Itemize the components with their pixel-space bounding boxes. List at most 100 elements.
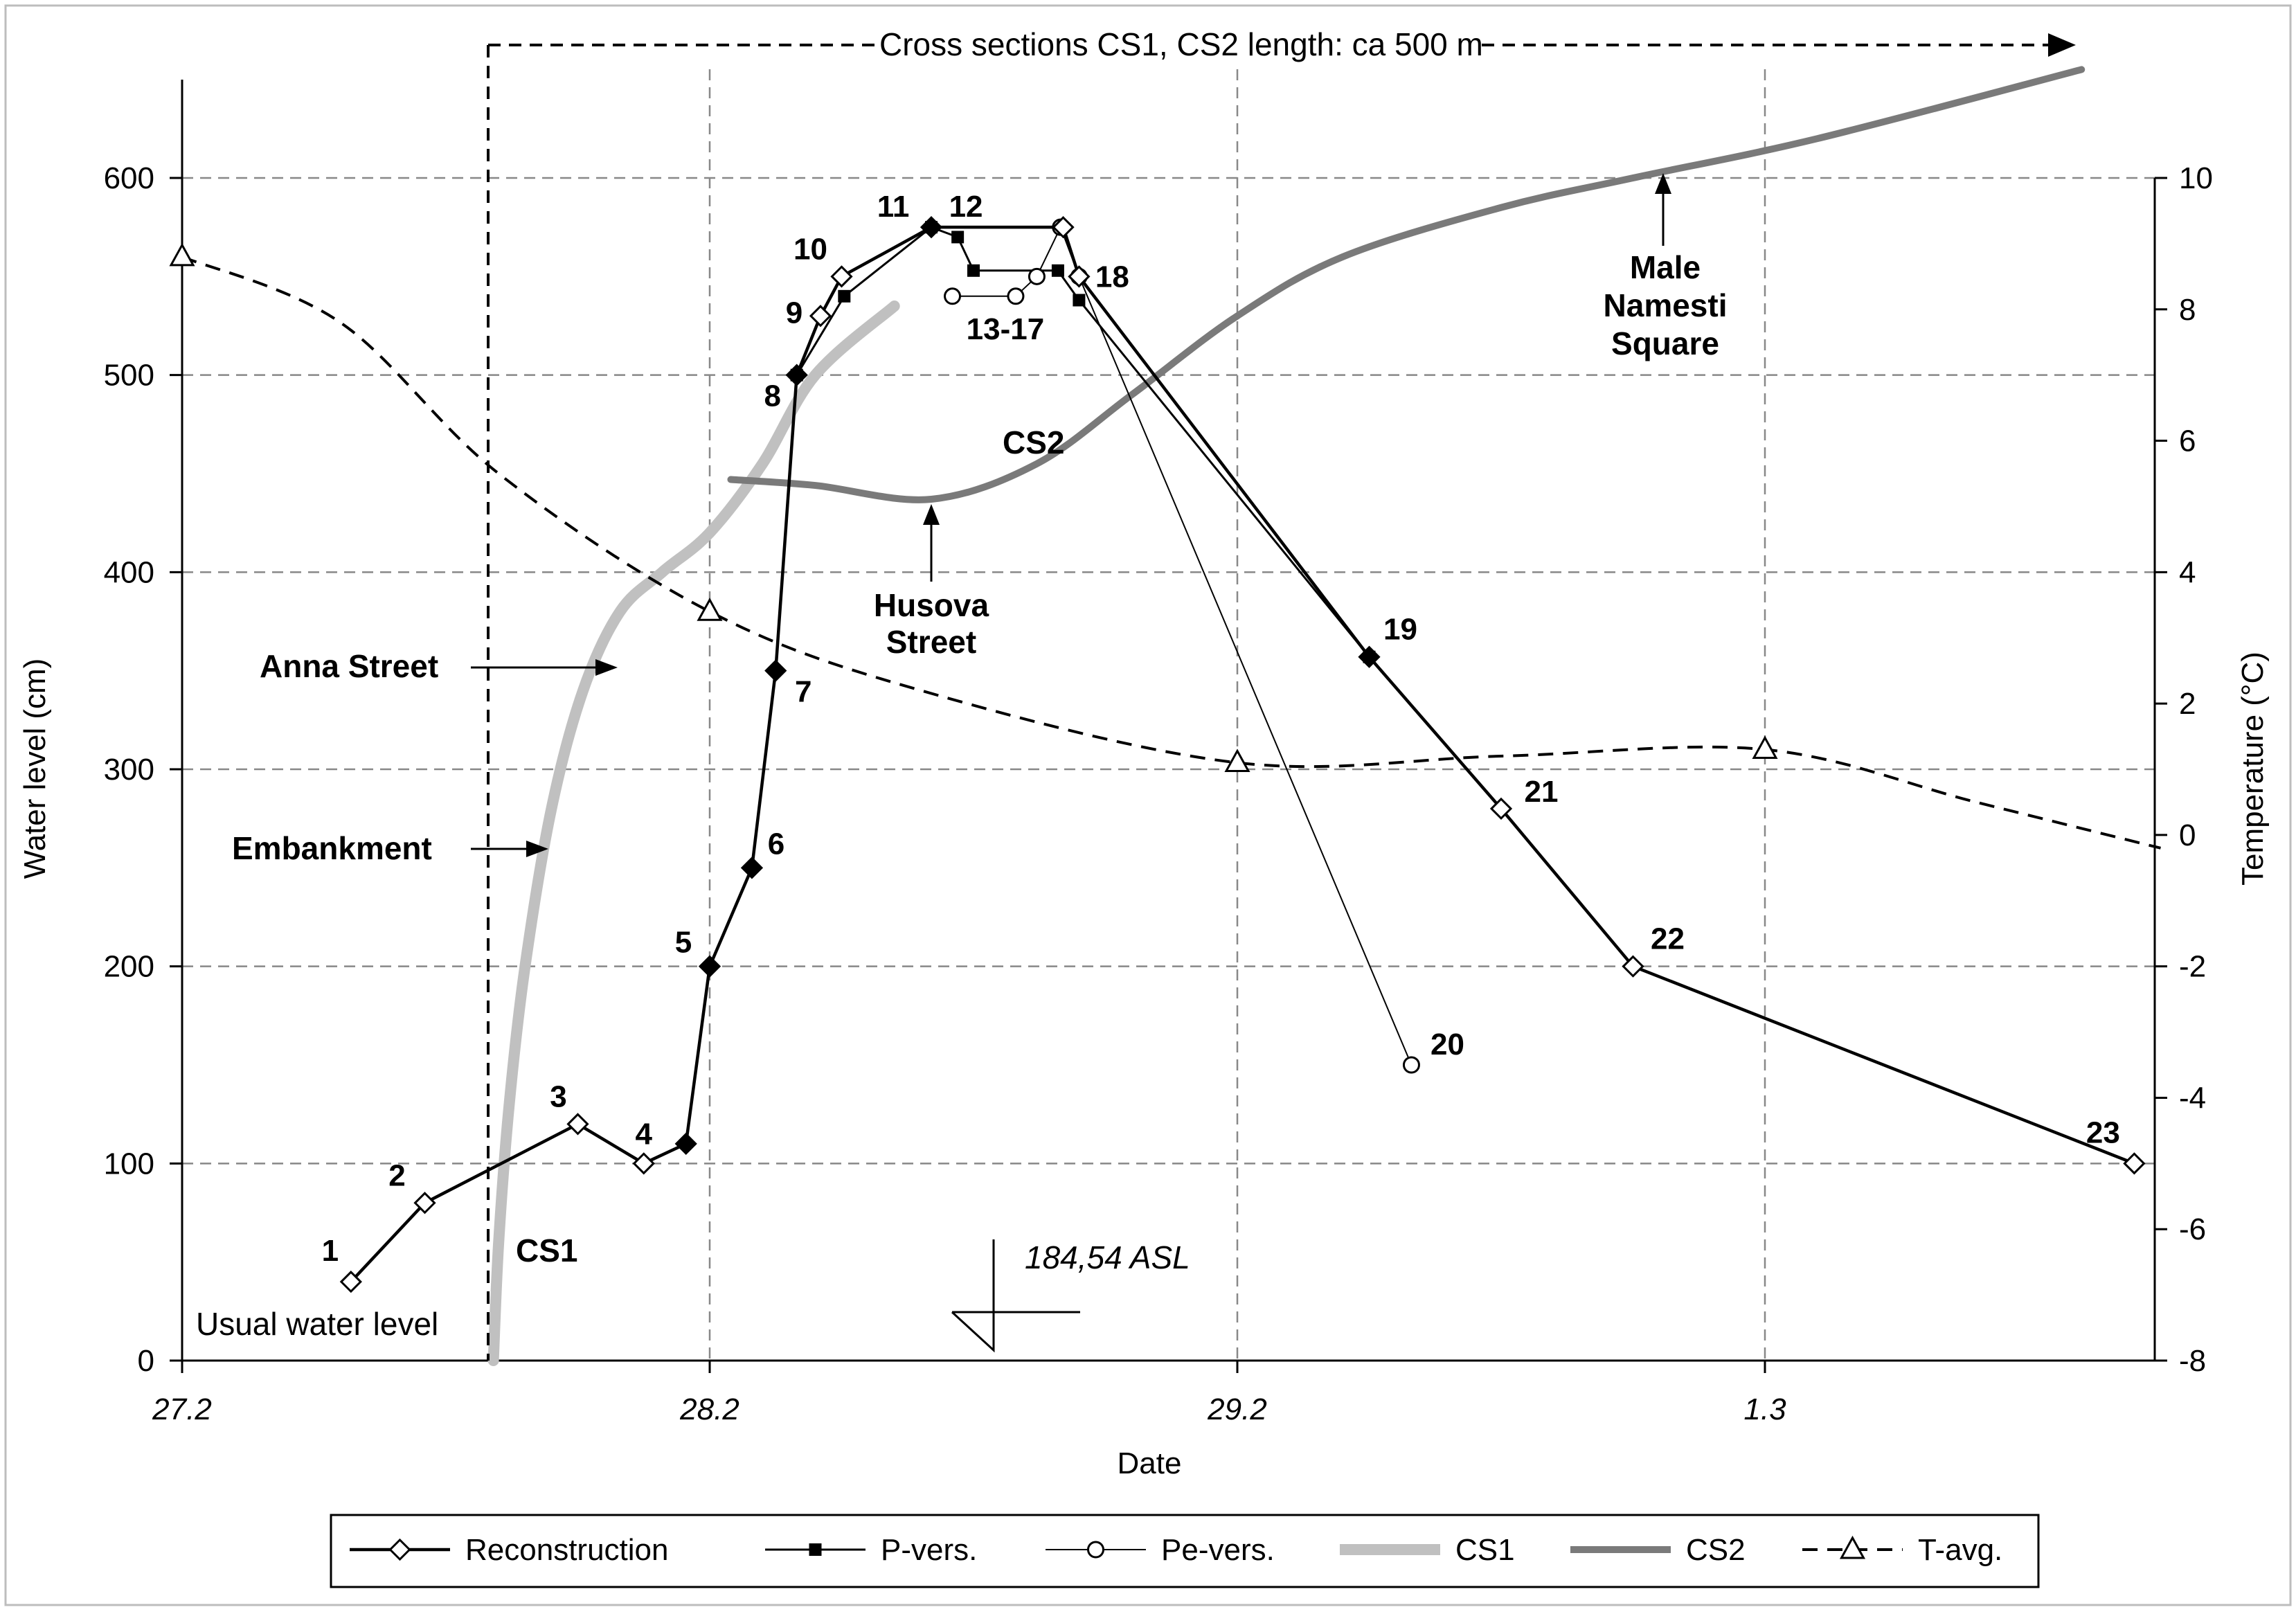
y-right-tick-label: 8 [2179, 293, 2196, 327]
point-label: 23 [2086, 1115, 2120, 1149]
x-tick-label: 28.2 [679, 1392, 739, 1426]
series-reconstruction-marker [698, 955, 721, 978]
y-left-tick-label: 100 [104, 1147, 154, 1181]
male-namesti-line1: Male [1630, 249, 1701, 285]
y-axis-left-title: Water level (cm) [18, 658, 52, 879]
series-reconstruction-marker [2123, 1152, 2146, 1175]
embankment-arrow-head [526, 841, 548, 857]
series-reconstruction-marker [740, 857, 764, 879]
cs1-curve-label: CS1 [516, 1232, 577, 1268]
y-right-tick-label: -2 [2179, 950, 2206, 984]
point-label: 8 [764, 379, 780, 413]
point-label: 13-17 [967, 312, 1045, 346]
series-reconstruction-marker [566, 1113, 589, 1136]
anna-street-arrow-head [595, 659, 618, 676]
top-arrow-head [2048, 33, 2076, 57]
legend-label: P-vers. [881, 1533, 977, 1567]
cs2-curve-label: CS2 [1003, 424, 1064, 460]
point-label: 18 [1095, 260, 1129, 294]
point-label: 11 [877, 190, 910, 224]
y-right-tick-label: 6 [2179, 424, 2196, 458]
point-label: 20 [1430, 1028, 1464, 1061]
y-right-tick-label: -4 [2179, 1081, 2206, 1115]
point-label: 10 [793, 232, 827, 266]
usual-water-level-label: Usual water level [196, 1306, 438, 1342]
series-reconstruction-marker [830, 265, 853, 288]
point-label: 6 [768, 827, 784, 861]
point-label: 22 [1651, 922, 1685, 956]
x-tick-label: 1.3 [1743, 1392, 1786, 1426]
series-pe-marker [1007, 287, 1025, 305]
legend-label: CS1 [1455, 1533, 1515, 1567]
series-reconstruction-marker [1358, 645, 1381, 668]
series-cs1-line [487, 301, 900, 1366]
y-left-tick-label: 400 [104, 555, 154, 589]
point-label: 19 [1383, 613, 1417, 647]
male-namesti-line2: Namesti [1604, 287, 1728, 323]
grid-layer [182, 69, 2155, 1361]
legend-label: Reconstruction [465, 1533, 668, 1567]
series-p-marker [838, 289, 851, 303]
point-label: 3 [550, 1079, 566, 1113]
series-reconstruction-marker [920, 216, 943, 239]
figure-border [4, 4, 2292, 1606]
series-reconstruction-line [350, 225, 2135, 1283]
embankment-label: Embankment [232, 830, 432, 866]
series-p-marker [967, 264, 980, 277]
series-pe-marker [944, 287, 962, 305]
y-left-tick-label: 500 [104, 359, 154, 393]
legend-layer: Reconstruction P-vers. Pe-vers. CS1 CS2 T-avg… [330, 1514, 2040, 1588]
series-pe-marker [1028, 267, 1046, 285]
x-tick-label: 27.2 [152, 1392, 212, 1426]
series-pe-marker [1402, 1056, 1420, 1074]
y-right-tick-label: 0 [2179, 818, 2196, 852]
point-label: 2 [388, 1158, 405, 1192]
husova-label-line2: Street [886, 624, 976, 660]
series-tavg-marker [1752, 735, 1778, 760]
x-axis-title: Date [1118, 1446, 1182, 1480]
series-p-marker [1073, 294, 1086, 307]
series-cs2-line [727, 66, 2086, 503]
legend-box [330, 1514, 2040, 1588]
legend-swatch-marker [1839, 1535, 1866, 1559]
point-label: 9 [786, 296, 802, 330]
series-reconstruction-marker [632, 1152, 655, 1175]
y-right-tick-label: 2 [2179, 687, 2196, 721]
legend-swatch-marker [809, 1543, 822, 1556]
series-reconstruction-marker [1068, 265, 1091, 288]
y-left-tick-label: 300 [104, 753, 154, 787]
legend-label: T-avg. [1918, 1533, 2002, 1567]
legend-swatch-marker [388, 1538, 411, 1561]
anna-street-label: Anna Street [260, 648, 438, 684]
point-label: 7 [795, 675, 811, 709]
point-label: 12 [949, 190, 983, 224]
husova-label-line1: Husova [874, 587, 989, 623]
point-label: 4 [636, 1117, 653, 1151]
y-left-tick-label: 0 [138, 1344, 154, 1378]
point-label: 5 [675, 926, 692, 960]
series-pe-line [952, 225, 1412, 1066]
series-reconstruction-marker [413, 1192, 436, 1214]
y-axis-right-title: Temperature (°C) [2236, 652, 2270, 886]
husova-arrow-head [923, 504, 940, 525]
male-namesti-arrow-head [1655, 173, 1671, 194]
series-reconstruction-marker [1622, 955, 1644, 978]
series-p-marker [951, 231, 965, 244]
series-reconstruction-marker [809, 305, 832, 328]
y-right-tick-label: -8 [2179, 1344, 2206, 1378]
y-right-tick-label: 10 [2179, 161, 2213, 195]
annotation-layer: Cross sections CS1, CS2 length: ca 500 m… [196, 26, 2076, 1361]
series-reconstruction-marker [674, 1132, 697, 1155]
top-arrow-label: Cross sections CS1, CS2 length: ca 500 m [879, 26, 1483, 62]
legend-label: Pe-vers. [1161, 1533, 1275, 1567]
asl-label: 184,54 ASL [1025, 1239, 1190, 1275]
series-reconstruction-marker [764, 659, 787, 682]
series-reconstruction-marker [1052, 216, 1075, 239]
series-reconstruction-marker [1489, 797, 1513, 821]
male-namesti-line3: Square [1611, 325, 1719, 361]
y-left-tick-label: 200 [104, 950, 154, 984]
